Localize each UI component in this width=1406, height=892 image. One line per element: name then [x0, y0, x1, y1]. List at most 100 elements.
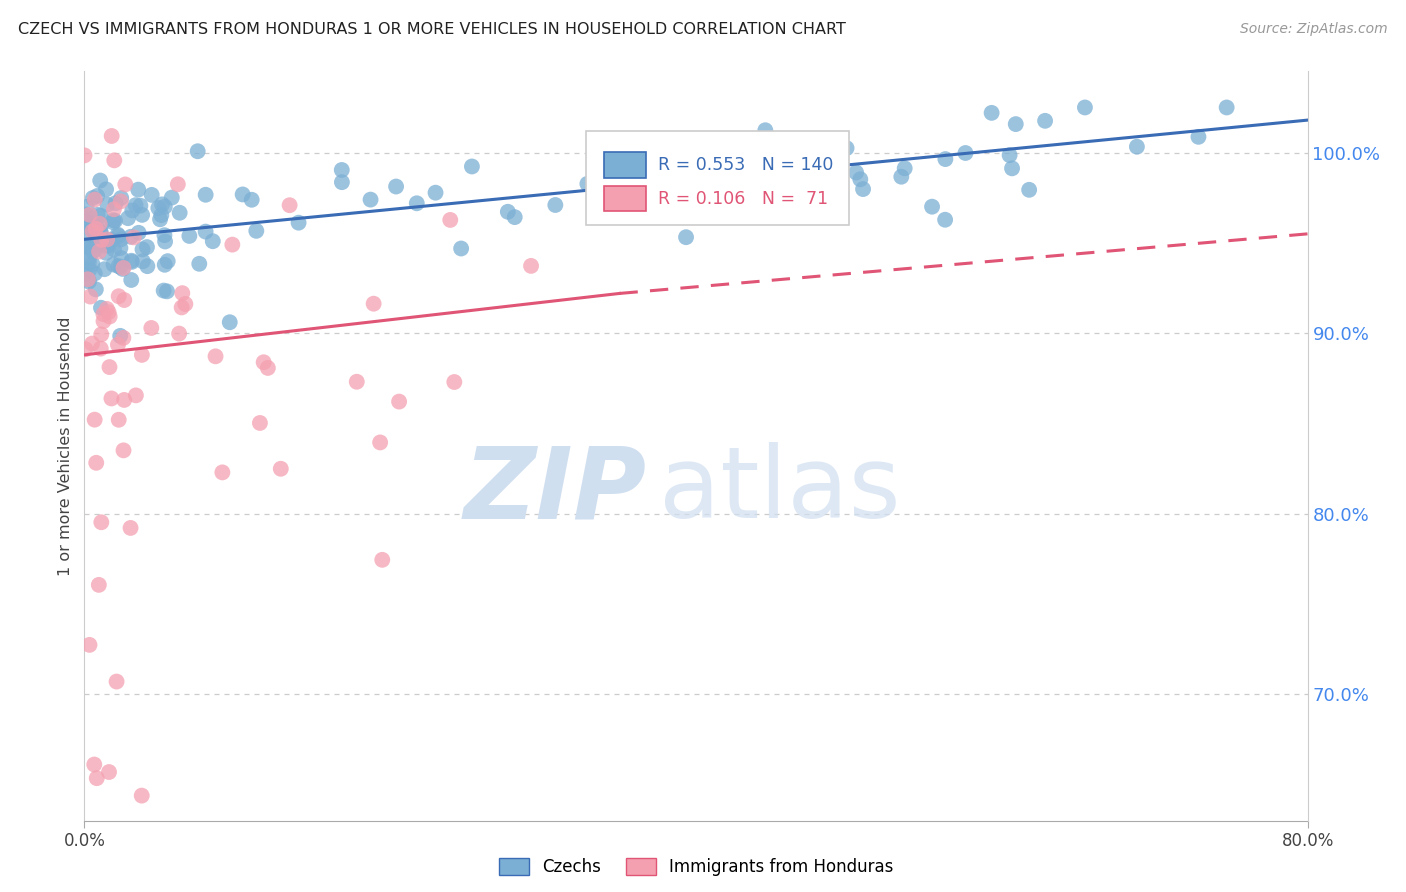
Point — [94, 245, 117, 260]
Point — [1074, 100, 1097, 114]
Point — [105, 674, 128, 689]
Point — [120, 253, 142, 268]
Point — [675, 230, 697, 244]
Point — [125, 388, 148, 402]
Point — [1187, 129, 1209, 144]
Point — [893, 161, 915, 176]
Point — [174, 297, 197, 311]
Point — [75, 241, 97, 255]
Point — [363, 296, 385, 310]
Point — [218, 315, 240, 329]
Point — [425, 186, 447, 200]
Point — [641, 161, 664, 176]
Point — [75, 208, 97, 222]
Point — [110, 191, 132, 205]
Point — [89, 173, 111, 187]
Point — [849, 172, 872, 186]
Point — [998, 148, 1021, 162]
Point — [131, 243, 153, 257]
Text: atlas: atlas — [659, 442, 901, 540]
Point — [141, 187, 163, 202]
Point — [121, 203, 143, 218]
FancyBboxPatch shape — [586, 131, 849, 225]
Point — [124, 198, 146, 212]
Point — [657, 134, 679, 148]
Point — [110, 241, 132, 255]
Point — [77, 272, 100, 286]
Point — [170, 301, 193, 315]
Point — [110, 194, 132, 209]
Point — [114, 178, 136, 192]
Point — [172, 286, 194, 301]
Point — [87, 224, 110, 238]
Point — [80, 238, 103, 252]
Point — [204, 349, 226, 363]
Point — [131, 789, 153, 803]
Point — [103, 243, 125, 257]
Point — [104, 213, 127, 227]
Point — [166, 178, 188, 192]
Point — [112, 293, 135, 307]
Point — [188, 257, 211, 271]
Point — [90, 515, 112, 529]
Point — [103, 202, 125, 217]
Point — [100, 392, 122, 406]
FancyBboxPatch shape — [605, 186, 645, 211]
Point — [107, 413, 129, 427]
Text: Source: ZipAtlas.com: Source: ZipAtlas.com — [1240, 22, 1388, 37]
Point — [101, 213, 124, 227]
Point — [120, 273, 142, 287]
Point — [763, 169, 786, 183]
Point — [150, 208, 173, 222]
Point — [100, 128, 122, 143]
Point — [97, 238, 120, 252]
Point — [73, 148, 96, 162]
Point — [83, 267, 105, 281]
Point — [84, 456, 107, 470]
Point — [80, 223, 103, 237]
Point — [93, 262, 115, 277]
Point — [921, 200, 943, 214]
Point — [240, 193, 263, 207]
Point — [160, 191, 183, 205]
Point — [110, 260, 132, 274]
Point — [77, 216, 100, 230]
Point — [253, 355, 276, 369]
Point — [152, 284, 174, 298]
Point — [1215, 100, 1237, 114]
Point — [576, 177, 599, 191]
Point — [97, 236, 120, 251]
Point — [132, 254, 155, 268]
Y-axis label: 1 or more Vehicles in Household: 1 or more Vehicles in Household — [58, 317, 73, 575]
Point — [1126, 139, 1149, 153]
Point — [86, 220, 108, 235]
Legend: Czechs, Immigrants from Honduras: Czechs, Immigrants from Honduras — [499, 858, 893, 876]
Point — [443, 375, 465, 389]
Point — [77, 255, 100, 269]
Point — [714, 152, 737, 166]
Point — [112, 443, 135, 458]
Point — [75, 227, 97, 241]
Point — [845, 165, 868, 179]
Point — [249, 416, 271, 430]
Point — [90, 342, 112, 356]
Point — [520, 259, 543, 273]
Point — [94, 182, 117, 196]
Point — [120, 229, 142, 244]
Point — [84, 221, 107, 235]
Point — [86, 189, 108, 203]
Point — [127, 183, 149, 197]
Point — [117, 211, 139, 226]
Point — [167, 326, 190, 341]
Point — [107, 337, 129, 351]
Point — [194, 225, 217, 239]
Point — [101, 215, 124, 229]
Point — [82, 257, 104, 271]
Point — [87, 208, 110, 222]
Point — [754, 123, 776, 137]
Point — [82, 244, 104, 259]
Point — [148, 201, 170, 215]
Point — [450, 242, 472, 256]
Point — [278, 198, 301, 212]
Point — [153, 258, 176, 272]
